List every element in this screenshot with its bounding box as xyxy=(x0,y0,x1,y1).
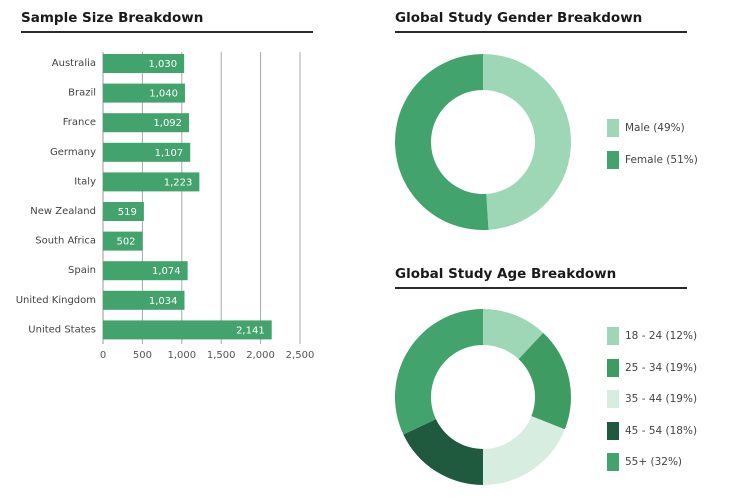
sample-size-rule xyxy=(21,31,313,33)
sample-size-title: Sample Size Breakdown xyxy=(21,10,204,26)
category-label: France xyxy=(63,117,96,128)
bar-value-label: 1,034 xyxy=(149,296,178,307)
bar xyxy=(103,113,190,133)
legend-item: 25 - 34 (19%) xyxy=(607,358,698,377)
category-label: United Kingdom xyxy=(16,295,96,306)
bar xyxy=(103,83,185,103)
bar xyxy=(103,320,272,340)
bar xyxy=(103,290,185,310)
donut-slice xyxy=(518,332,572,430)
legend-label: 25 - 34 (19%) xyxy=(625,361,698,374)
bar-value-label: 1,074 xyxy=(152,266,181,277)
x-tick-label: 1,500 xyxy=(207,350,236,361)
bar-value-label: 1,040 xyxy=(149,89,178,100)
gender-rule xyxy=(395,31,687,33)
legend-label: 18 - 24 (12%) xyxy=(625,330,698,342)
bar xyxy=(103,231,143,251)
legend-swatch xyxy=(607,421,619,440)
category-label: Brazil xyxy=(68,88,96,99)
legend-item: Female (51%) xyxy=(607,151,698,169)
bar-value-label: 519 xyxy=(118,207,137,218)
legend-swatch xyxy=(607,151,619,169)
legend-swatch xyxy=(607,119,619,137)
legend-item: Male (49%) xyxy=(607,119,685,137)
donut-slice xyxy=(483,309,544,360)
legend-swatch xyxy=(607,327,619,345)
x-tick-label: 2,000 xyxy=(246,350,275,361)
gender-title: Global Study Gender Breakdown xyxy=(395,10,643,26)
legend-label: 55+ (32%) xyxy=(625,456,683,468)
legend-item: 45 - 54 (18%) xyxy=(607,421,698,440)
donut-slice xyxy=(394,54,489,230)
bar xyxy=(103,54,185,73)
bar-value-label: 1,030 xyxy=(149,59,178,70)
category-label: New Zealand xyxy=(30,206,96,217)
bar xyxy=(103,261,188,281)
category-label: Italy xyxy=(74,176,96,187)
category-label: Australia xyxy=(52,58,96,69)
donut-slice xyxy=(403,419,483,485)
bar-value-label: 1,107 xyxy=(155,148,184,159)
category-label: United States xyxy=(28,324,96,335)
donut-slice xyxy=(395,309,483,435)
legend-item: 55+ (32%) xyxy=(607,453,682,471)
age-title: Global Study Age Breakdown xyxy=(395,266,617,282)
legend-swatch xyxy=(607,453,619,471)
category-label: Spain xyxy=(68,265,96,276)
legend-item: 35 - 44 (19%) xyxy=(607,390,697,408)
category-label: Germany xyxy=(50,147,96,158)
x-tick-label: 0 xyxy=(100,350,106,361)
x-tick-label: 1,000 xyxy=(167,350,196,361)
x-tick-label: 2,500 xyxy=(286,350,315,361)
legend-label: Male (49%) xyxy=(625,122,685,134)
category-label: South Africa xyxy=(35,236,96,247)
legend-label: 45 - 54 (18%) xyxy=(625,424,698,437)
legend-label: Female (51%) xyxy=(625,154,698,166)
bar-value-label: 502 xyxy=(116,237,135,248)
legend-item: 18 - 24 (12%) xyxy=(607,327,697,345)
bar xyxy=(103,202,144,221)
donut-slice xyxy=(483,416,565,485)
legend-label: 35 - 44 (19%) xyxy=(625,393,698,405)
bar xyxy=(103,172,200,192)
bar-value-label: 1,092 xyxy=(153,118,182,129)
bar-value-label: 1,223 xyxy=(164,177,193,188)
legend-swatch xyxy=(607,390,619,408)
x-tick-label: 500 xyxy=(133,350,152,361)
bar xyxy=(103,142,191,162)
donut-slice xyxy=(483,54,571,230)
legend-swatch xyxy=(607,358,619,377)
age-rule xyxy=(395,287,687,289)
bar-value-label: 2,141 xyxy=(236,325,265,336)
